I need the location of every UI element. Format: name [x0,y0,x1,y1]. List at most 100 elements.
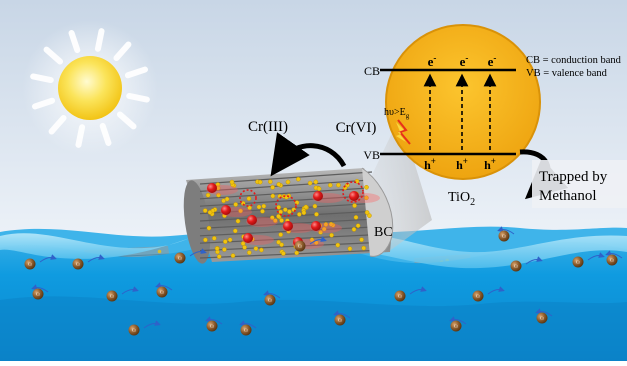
trapped-box [532,160,627,208]
tio2-dot [359,237,364,242]
cr-particle [472,290,484,302]
tio2-dot [318,229,323,235]
cr-red-dot [349,191,359,201]
tio2-dot [316,186,322,192]
tio2-dot [253,246,259,251]
tio2-dot [235,218,241,224]
cr-particle-label: Cr [338,318,343,323]
tio2-dot [216,254,222,259]
tio2-dot [272,218,278,223]
reduction-arrow [270,132,347,177]
tio2-dot [323,222,329,227]
cr-particle-label: Cr [268,298,273,303]
tio2-dot [295,176,301,182]
tio2-dot [270,193,276,199]
cr-particle [510,260,522,272]
sun-ray [75,124,86,148]
cr-red-dot [207,183,217,193]
cr-particle [174,252,186,264]
tio2-dot [270,185,275,190]
tio2-dot [352,203,357,208]
tio2-dot [355,223,361,228]
tio2-label: TiO2 [448,190,475,208]
cr-particle-label: Cr [36,292,41,297]
cr-particle-label: Cr [576,260,581,265]
tio2-dot [307,180,313,186]
tio2-dot [294,250,300,256]
water-depth [0,296,627,361]
fiber-strand [199,249,385,259]
tio2-dot [247,205,252,211]
sun-ray [32,97,56,110]
diffusion-arrow [333,310,351,319]
fiber-strand [199,241,383,252]
tio2-dot [335,242,341,248]
tio2-dot [205,192,211,198]
cr-particle [294,240,306,252]
fiber-strand [199,171,373,185]
electron-1: e- [428,53,437,69]
tio2-dot [279,218,284,223]
tio2-dot [238,208,243,214]
wave-crest-right [330,233,627,269]
diffusion-arrow [39,254,57,263]
cr-particle-label: Cr [610,258,615,263]
cr-red-dot [283,221,293,231]
cr-particle-label: Cr [398,294,403,299]
cr-particle [572,256,584,268]
cb-definition: CB = conduction band [526,55,622,66]
cr-particle-label: Cr [454,324,459,329]
cr-particle [128,324,140,336]
cr-red-dot [221,205,231,215]
diffusion-arrow [87,254,105,263]
tio2-dot [361,245,367,251]
cr-particle [536,312,548,324]
tio2-dot [222,247,227,252]
cr-particle [156,286,168,298]
cr-particle [32,288,44,300]
cr-particle-label: Cr [244,328,249,333]
electrons: e- e- e- [428,53,497,69]
tio2-dot [240,241,246,246]
cr-particle-label: Cr [540,316,545,321]
tio2-dot [287,209,292,214]
tio2-dot [301,210,307,216]
tio2-dot [282,207,288,212]
tio2-dot [222,239,228,244]
tio2-dot [353,215,359,220]
tio2-dot [278,232,284,237]
tio2-dot [242,245,247,250]
tio2-dot [314,211,319,217]
tio2-dot [257,179,263,185]
tio2-dot [276,204,282,210]
tio2-dot [321,226,327,232]
tio2-dot [229,179,235,185]
tio2-dot [259,247,264,253]
cr-particle [334,314,346,326]
cr6-label: Cr(VI) [336,120,377,136]
tio2-dot [202,208,208,213]
tio2-dot [367,213,372,218]
tio2-dot [364,195,369,201]
diffusion-arrow [409,286,427,295]
sun-ray [30,73,54,84]
fiber-strand [199,194,376,207]
tio2-dot [276,182,282,187]
cr-particle [394,290,406,302]
tio2-dot [336,182,341,188]
diffusion-arrow [487,286,505,295]
trapped-line1: Trapped by [539,169,608,185]
diffusion-arrow [309,236,327,245]
tio2-dot [214,246,220,251]
tio2-dot [276,213,281,219]
cr-particle [106,290,118,302]
tio2-particle-circle [385,24,541,180]
tio2-dot [233,202,238,207]
cr-red-dot [243,233,253,243]
tio2-dot [230,253,236,258]
trapped-line2: Methanol [539,188,597,204]
sun-ray [99,122,112,146]
diffusion-arrow [449,316,467,325]
